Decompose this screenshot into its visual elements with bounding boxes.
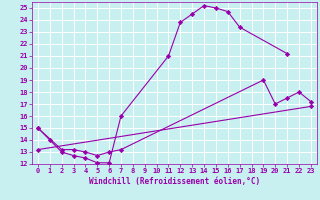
- X-axis label: Windchill (Refroidissement éolien,°C): Windchill (Refroidissement éolien,°C): [89, 177, 260, 186]
